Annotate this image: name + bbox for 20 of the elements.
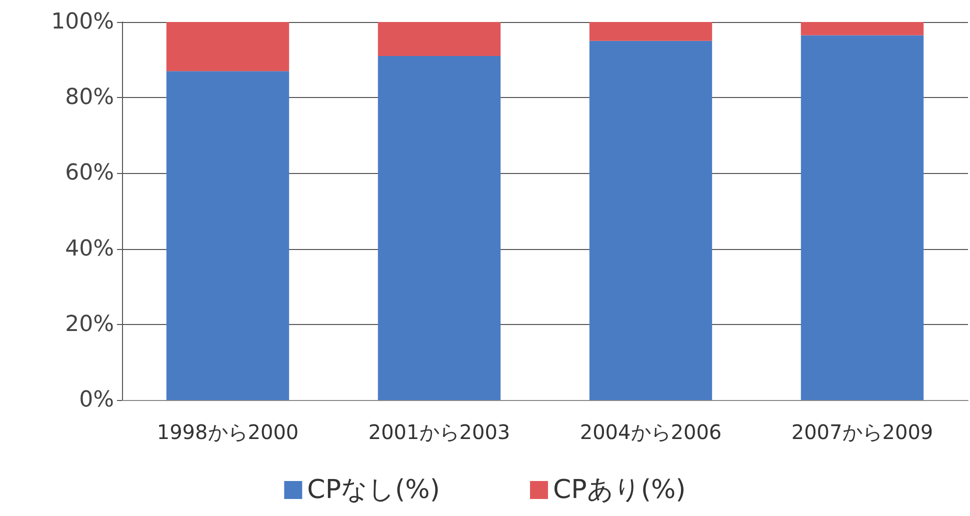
y-tick-label: 0% — [79, 388, 114, 412]
y-tick-label: 20% — [65, 312, 114, 337]
bar — [378, 56, 501, 400]
x-tick-label: 2004から2006 — [580, 420, 722, 444]
bar — [166, 22, 290, 72]
bar — [800, 35, 924, 400]
y-tick-label: 40% — [65, 236, 114, 262]
x-tick-label: 2001から2003 — [368, 420, 510, 444]
y-tick-label: 60% — [65, 160, 114, 186]
bar — [166, 71, 290, 400]
legend-label: CPあり(%) — [553, 475, 686, 505]
y-tick-label: 80% — [65, 85, 114, 110]
bar — [800, 22, 924, 36]
bar — [378, 22, 501, 56]
x-tick-label: 2007から2009 — [791, 420, 934, 444]
bar — [589, 40, 712, 400]
x-tick-label: 1998から2000 — [156, 420, 299, 444]
bar — [589, 22, 712, 41]
legend-label: CPなし(%) — [307, 475, 440, 505]
y-tick-label: 100% — [51, 10, 114, 34]
